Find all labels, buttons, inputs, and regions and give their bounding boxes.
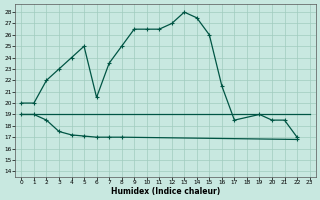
X-axis label: Humidex (Indice chaleur): Humidex (Indice chaleur) — [111, 187, 220, 196]
